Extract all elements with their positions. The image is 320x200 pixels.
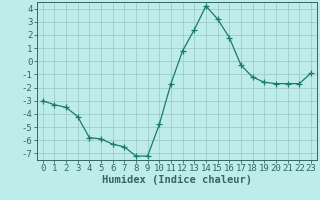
X-axis label: Humidex (Indice chaleur): Humidex (Indice chaleur): [102, 175, 252, 185]
